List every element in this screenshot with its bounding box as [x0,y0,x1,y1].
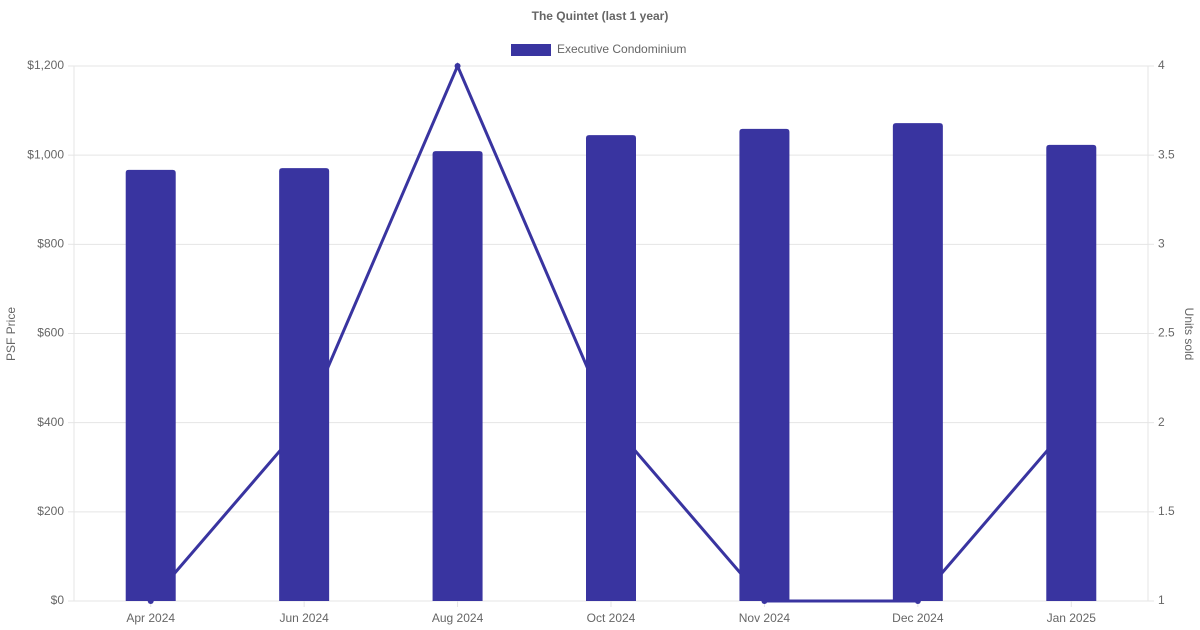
bar [432,151,483,601]
y-tick-label: $600 [37,326,64,340]
x-tick-label: Jun 2024 [279,611,329,625]
x-tick-label: Oct 2024 [587,611,636,625]
chart-title: The Quintet (last 1 year) [532,9,669,23]
y-tick-label: $400 [37,415,64,429]
bar [279,168,330,602]
bar [125,169,176,602]
y2-tick-label: 3.5 [1158,147,1175,161]
bar [892,123,943,602]
y2-tick-label: 4 [1158,58,1165,72]
y2-tick-label: 1.5 [1158,504,1175,518]
legend-label: Executive Condominium [557,42,686,56]
y-tick-label: $800 [37,237,64,251]
y2-tick-label: 2.5 [1158,326,1175,340]
y-tick-label: $0 [51,593,65,607]
x-tick-label: Aug 2024 [432,611,484,625]
y2-tick-label: 1 [1158,593,1165,607]
y-tick-label: $1,000 [27,147,64,161]
x-tick-label: Dec 2024 [892,611,944,625]
y2-tick-label: 3 [1158,237,1165,251]
bar [1046,144,1097,601]
line-point [454,63,461,69]
bar [739,128,790,602]
y-tick-label: $200 [37,504,64,518]
y-tick-label: $1,200 [27,58,64,72]
y2-tick-label: 2 [1158,415,1165,429]
legend-swatch [511,44,551,56]
x-tick-label: Jan 2025 [1047,611,1097,625]
y-axis-title: PSF Price [4,307,18,361]
x-tick-label: Apr 2024 [126,611,175,625]
bar [586,135,636,601]
x-tick-label: Nov 2024 [739,611,791,625]
y2-axis-title: Units sold [1182,308,1196,361]
